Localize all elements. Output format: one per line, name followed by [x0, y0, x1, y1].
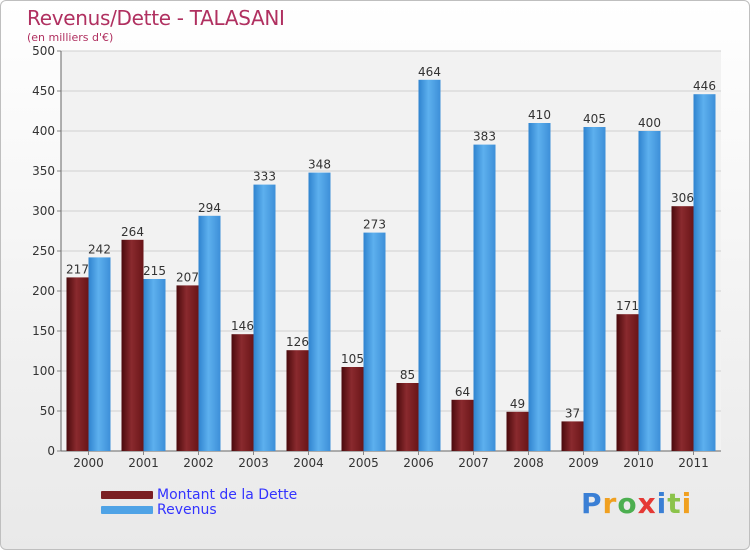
- data-label-dette: 37: [565, 406, 580, 420]
- chart-title: Revenus/Dette - TALASANI: [27, 6, 285, 30]
- bar-dette: [671, 206, 694, 451]
- legend-label-revenus: Revenus: [157, 501, 217, 518]
- x-tick-label: 2005: [348, 456, 379, 470]
- bar-dette: [396, 383, 419, 451]
- y-tick-label: 400: [32, 124, 55, 138]
- data-label-dette: 85: [400, 368, 415, 382]
- y-tick-label: 350: [32, 164, 55, 178]
- x-tick-label: 2000: [73, 456, 104, 470]
- data-label-revenus: 273: [363, 218, 386, 232]
- legend-item-revenus: Revenus: [101, 501, 297, 518]
- data-label-dette: 217: [66, 262, 89, 276]
- y-tick-label: 250: [32, 244, 55, 258]
- x-tick-label: 2007: [458, 456, 489, 470]
- bar-revenus: [473, 144, 496, 451]
- bar-revenus: [418, 79, 441, 452]
- y-tick-label: 50: [40, 404, 55, 418]
- data-label-dette: 264: [121, 225, 144, 239]
- legend-swatch-revenus: [101, 505, 153, 514]
- bar-dette: [561, 421, 584, 451]
- y-tick-label: 200: [32, 284, 55, 298]
- data-label-revenus: 400: [638, 116, 661, 130]
- bar-revenus: [88, 257, 111, 451]
- y-tick-label: 150: [32, 324, 55, 338]
- y-tick-label: 0: [47, 444, 55, 458]
- bar-dette: [231, 334, 254, 451]
- x-tick-label: 2008: [513, 456, 544, 470]
- data-label-revenus: 215: [143, 264, 166, 278]
- data-label-dette: 105: [341, 352, 364, 366]
- legend-label-dette: Montant de la Dette: [157, 486, 298, 503]
- bar-dette: [121, 239, 144, 451]
- y-tick-label: 300: [32, 204, 55, 218]
- data-label-revenus: 348: [308, 158, 331, 172]
- bar-revenus: [308, 172, 331, 451]
- data-label-revenus: 405: [583, 112, 606, 126]
- legend-item-dette: Montant de la Dette: [101, 486, 298, 503]
- x-tick-label: 2004: [293, 456, 324, 470]
- bar-revenus: [253, 184, 276, 451]
- bar-dette: [506, 411, 529, 451]
- x-tick-label: 2001: [128, 456, 159, 470]
- data-label-revenus: 242: [88, 242, 111, 256]
- y-tick-label: 500: [32, 44, 55, 58]
- legend: Montant de la Dette Revenus: [101, 486, 298, 518]
- bar-revenus: [583, 127, 606, 451]
- data-label-dette: 49: [510, 397, 525, 411]
- bar-dette: [176, 285, 199, 451]
- bar-dette: [286, 350, 309, 451]
- x-tick-label: 2003: [238, 456, 269, 470]
- bar-dette: [66, 277, 89, 451]
- bar-revenus: [143, 279, 166, 451]
- x-tick-label: 2011: [678, 456, 709, 470]
- bar-dette: [451, 399, 474, 451]
- x-tick-label: 2009: [568, 456, 599, 470]
- data-label-revenus: 446: [693, 79, 716, 93]
- data-label-revenus: 410: [528, 108, 551, 122]
- data-label-dette: 146: [231, 319, 254, 333]
- chart-subtitle: (en milliers d'€): [27, 31, 114, 44]
- bar-revenus: [528, 123, 551, 451]
- data-label-revenus: 383: [473, 130, 496, 144]
- bar-revenus: [198, 215, 221, 451]
- y-tick-label: 100: [32, 364, 55, 378]
- data-label-dette: 306: [671, 191, 694, 205]
- bar-revenus: [638, 131, 661, 451]
- x-tick-label: 2006: [403, 456, 434, 470]
- data-label-dette: 64: [455, 385, 470, 399]
- bar-revenus: [693, 94, 716, 451]
- data-label-dette: 171: [616, 299, 639, 313]
- bar-dette: [616, 314, 639, 451]
- x-tick-label: 2010: [623, 456, 654, 470]
- legend-swatch-dette: [101, 490, 153, 499]
- data-label-dette: 126: [286, 335, 309, 349]
- proxiti-logo: Proxiti: [581, 487, 693, 520]
- data-label-revenus: 464: [418, 65, 441, 79]
- data-label-revenus: 333: [253, 170, 276, 184]
- data-label-dette: 207: [176, 270, 199, 284]
- bar-revenus: [363, 232, 386, 451]
- x-tick-label: 2002: [183, 456, 214, 470]
- data-label-revenus: 294: [198, 201, 221, 215]
- y-tick-label: 450: [32, 84, 55, 98]
- bar-dette: [341, 367, 364, 451]
